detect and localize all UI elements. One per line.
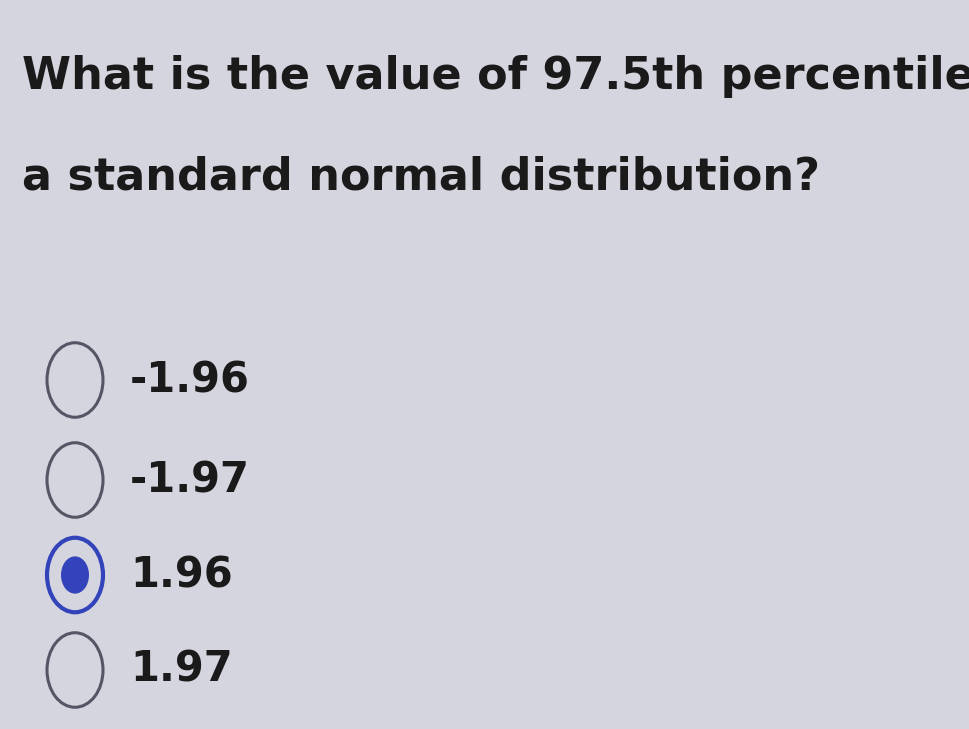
Ellipse shape xyxy=(47,443,103,518)
Text: a standard normal distribution?: a standard normal distribution? xyxy=(22,155,819,198)
Text: -1.96: -1.96 xyxy=(130,359,250,401)
Text: -1.97: -1.97 xyxy=(130,459,250,501)
Text: 1.96: 1.96 xyxy=(130,554,233,596)
Ellipse shape xyxy=(47,633,103,707)
Text: 1.97: 1.97 xyxy=(130,649,233,691)
Ellipse shape xyxy=(47,538,103,612)
Ellipse shape xyxy=(47,343,103,417)
Text: What is the value of 97.5th percentile in: What is the value of 97.5th percentile i… xyxy=(22,55,969,98)
Ellipse shape xyxy=(61,556,89,593)
